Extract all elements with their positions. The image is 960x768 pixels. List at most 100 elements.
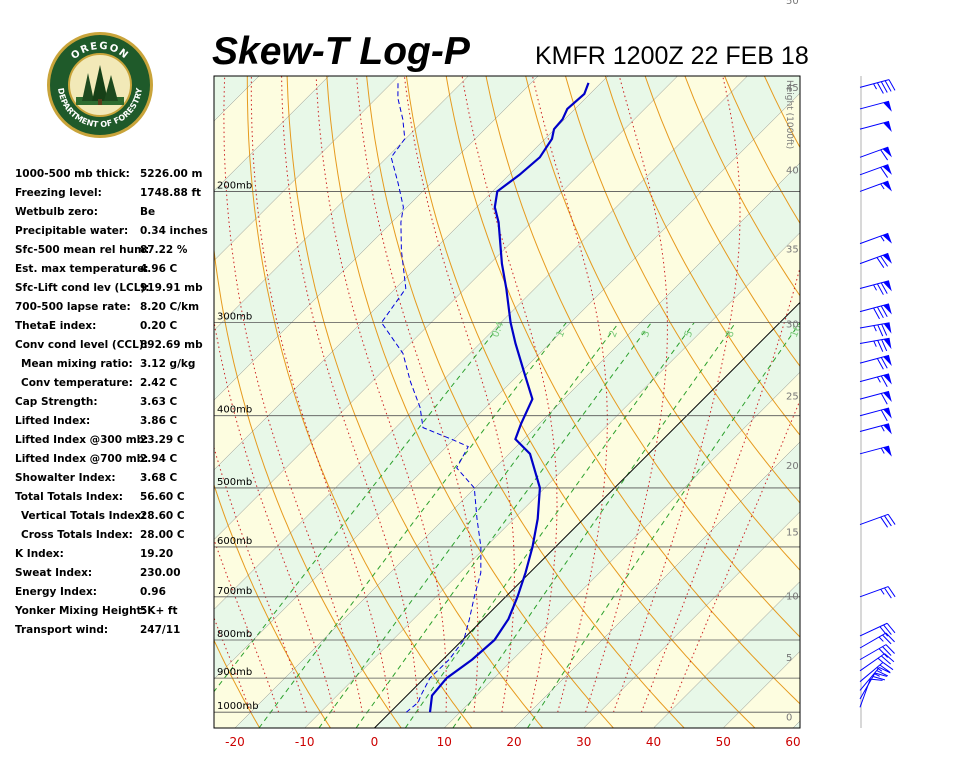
index-label: Conv cond level (CCL): [15, 339, 148, 351]
index-value: 230.00 [140, 567, 181, 579]
index-row: Lifted Index @700 mb: 2.94 C [15, 453, 215, 472]
index-label: Lifted Index @300 mb: [15, 434, 149, 446]
moist-adiabat [356, 76, 479, 713]
moist-adiabat [532, 76, 608, 713]
wind-barb [859, 586, 896, 599]
isotherm-band [0, 76, 120, 728]
index-value: 4.96 C [140, 263, 178, 275]
index-label: Sfc-Lift cond lev (LCL): [15, 282, 150, 294]
station-time: KMFR 1200Z 22 FEB 18 [535, 42, 809, 70]
wind-barb [859, 303, 892, 320]
height-tick-label: 15 [786, 527, 799, 538]
isotherm-line [653, 581, 800, 728]
wind-barb [859, 280, 892, 295]
index-row: Sfc-Lift cond lev (LCL): 919.91 mb [15, 282, 215, 301]
dry-adiabat [75, 76, 189, 728]
index-value: 56.60 C [140, 491, 185, 503]
index-value: 3.86 C [140, 415, 178, 427]
wind-barb [859, 373, 892, 387]
pressure-label: 400mb [217, 405, 252, 416]
mixing-ratio-line [452, 322, 737, 728]
index-value: 1748.88 ft [140, 187, 202, 199]
height-tick-label: 30 [786, 320, 799, 331]
moist-adiabat [668, 399, 800, 713]
wind-barb [859, 513, 896, 528]
index-value: 247/11 [140, 624, 181, 636]
x-tick-label: 10 [437, 735, 452, 749]
x-tick-label: 60 [785, 735, 800, 749]
dry-adiabat [565, 76, 800, 504]
index-value: 892.69 mb [140, 339, 203, 351]
height-tick-label: 0 [786, 712, 792, 723]
pressure-label: 600mb [217, 536, 252, 547]
index-label: Lifted Index @700 mb: [15, 453, 149, 465]
wind-barb [859, 653, 895, 672]
wind-barb [859, 164, 892, 178]
dry-adiabat [246, 76, 473, 728]
index-label: Est. max temperature: [15, 263, 149, 275]
index-row: Sfc-500 mean rel hum: 87.22 % [15, 244, 215, 263]
index-row: Sweat Index: 230.00 [15, 567, 215, 586]
index-label: 1000-500 mb thick: [15, 168, 130, 180]
wind-barb [859, 390, 892, 405]
isotherm-line [513, 441, 800, 728]
dry-adiabat [884, 76, 960, 728]
isotherm-line [583, 511, 800, 728]
index-label: Wetbulb zero: [15, 206, 98, 218]
index-row: Cross Totals Index: 28.00 C [15, 529, 215, 548]
index-label: Vertical Totals Index: [21, 510, 146, 522]
mixing-ratio-label: 16 [789, 323, 804, 339]
dry-adiabat [214, 246, 402, 728]
index-value: 28.00 C [140, 529, 185, 541]
index-value: 919.91 mb [140, 282, 203, 294]
isotherm-line [792, 720, 800, 728]
dry-adiabat [445, 76, 800, 705]
pressure-label: 300mb [217, 312, 252, 323]
index-label: Mean mixing ratio: [21, 358, 133, 370]
wind-barb [859, 354, 892, 370]
stability-indices-table: 1000-500 mb thick: 5226.00 m Freezing leve… [15, 168, 215, 643]
dry-adiabat [804, 76, 960, 728]
moist-adiabat [250, 76, 391, 713]
moist-adiabat [214, 445, 307, 713]
pressure-label: 700mb [217, 586, 252, 597]
height-tick-label: 10 [786, 591, 799, 602]
index-row: K Index: 19.20 [15, 548, 215, 567]
pressure-label: 500mb [217, 477, 252, 488]
isotherm-band [793, 721, 800, 728]
isotherm-line [214, 92, 800, 680]
mixing-ratio-label: 2 [607, 329, 620, 339]
wind-barb [859, 662, 894, 683]
index-value: 8.20 C/km [140, 301, 200, 313]
wind-barb [859, 146, 892, 161]
index-label: Precipitable water: [15, 225, 129, 237]
mixing-ratio-line [214, 322, 503, 693]
height-tick-label: 35 [786, 244, 799, 255]
dry-adiabat [525, 76, 800, 571]
mixing-ratio-line [527, 322, 800, 728]
moist-adiabat [585, 76, 668, 713]
isotherm-line [214, 76, 399, 261]
height-tick-label: 45 [786, 83, 799, 94]
index-label: Conv temperature: [21, 377, 133, 389]
pressure-label: 1000mb [217, 701, 259, 712]
index-label: ThetaE index: [15, 320, 97, 332]
index-value: 28.60 C [140, 510, 185, 522]
index-value: 5226.00 m [140, 168, 203, 180]
index-row: ThetaE index: 0.20 C [15, 320, 215, 339]
plot-area: 0.4 1 2 3 5 8 16 [0, 76, 960, 728]
tree-icon [76, 65, 124, 105]
x-tick-label: -20 [225, 735, 245, 749]
dry-adiabat [286, 76, 544, 728]
wind-barb [859, 423, 892, 435]
mixing-ratio-label: 1 [555, 329, 568, 339]
x-tick-label: -10 [295, 735, 315, 749]
chart-title: Skew-T Log-P [212, 30, 470, 73]
isotherm-line [214, 76, 678, 540]
index-value: 2.94 C [140, 453, 178, 465]
seal-icon: OREGON DEPARTMENT OF FORESTRY [47, 32, 153, 138]
index-label: Transport wind: [15, 624, 109, 636]
index-row: Cap Strength: 3.63 C [15, 396, 215, 415]
index-value: 3.12 g/kg [140, 358, 196, 370]
